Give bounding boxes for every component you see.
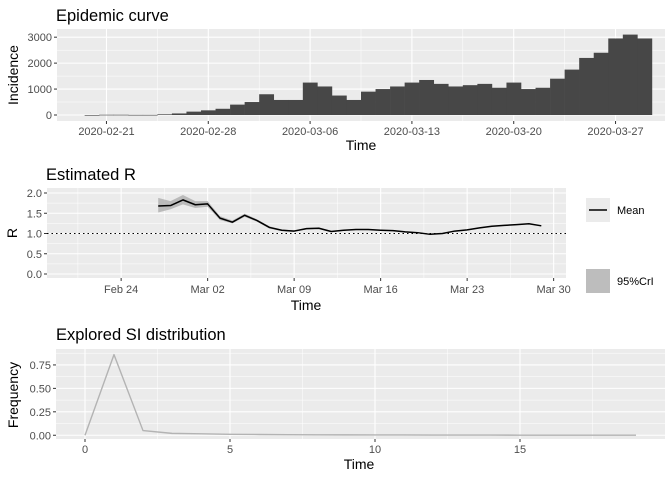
incidence-bar <box>201 110 216 115</box>
y-tick-label: 1.0 <box>27 229 42 241</box>
x-tick-label: 2020-02-28 <box>180 126 236 138</box>
x-tick-label: Feb 24 <box>104 284 138 296</box>
legend-crl-key <box>586 269 610 293</box>
x-tick-label: Mar 23 <box>450 284 484 296</box>
incidence-bar <box>230 104 245 115</box>
y-tick-label: 0 <box>46 110 52 122</box>
y-tick-label: 0.0 <box>27 269 42 281</box>
x-tick-label: 15 <box>514 444 526 456</box>
incidence-bar <box>171 113 187 115</box>
estimated-r-y-axis-title: R <box>4 228 20 238</box>
x-tick-label: 2020-03-13 <box>384 126 440 138</box>
incidence-bar <box>99 114 115 116</box>
x-tick-label: Mar 16 <box>364 284 398 296</box>
incidence-bar <box>186 111 202 115</box>
epidemic-curve-bars <box>84 34 653 116</box>
si-distribution-plot-area <box>56 349 665 439</box>
incidence-bar <box>550 78 565 115</box>
incidence-bar <box>84 115 100 116</box>
x-tick-label: Mar 02 <box>191 284 225 296</box>
epidemic-curve-y-ticks: 0 1000 2000 3000 <box>28 32 57 122</box>
epidemic-curve-y-axis-title: Incidence <box>5 45 21 105</box>
incidence-bar <box>579 57 595 115</box>
incidence-bar <box>491 87 507 115</box>
incidence-bar <box>390 86 405 115</box>
estimated-r-x-axis-title: Time <box>291 297 322 313</box>
incidence-bar <box>593 52 609 115</box>
incidence-bar <box>244 102 260 115</box>
si-distribution-panel: Explored SI distribution 0.00 0.25 0.50 0.7… <box>5 326 665 472</box>
si-distribution-x-axis-title: Time <box>344 456 375 472</box>
y-tick-label: 0.50 <box>30 383 51 395</box>
legend: Mean 95%CrI <box>586 198 654 293</box>
y-tick-label: 2000 <box>28 58 52 70</box>
x-tick-label: 2020-03-20 <box>486 126 542 138</box>
y-tick-label: 1000 <box>28 84 52 96</box>
incidence-bar <box>622 34 638 115</box>
incidence-bar <box>302 82 318 115</box>
incidence-bar <box>477 83 493 115</box>
incidence-bar <box>404 82 420 115</box>
si-distribution-line <box>84 353 636 436</box>
x-tick-label: 2020-02-21 <box>78 126 134 138</box>
incidence-bar <box>448 86 464 115</box>
y-tick-label: 0.75 <box>30 360 51 372</box>
legend-mean-label: Mean <box>617 205 645 217</box>
incidence-bar <box>157 114 173 115</box>
incidence-bar <box>637 38 653 115</box>
x-tick-label: 10 <box>369 444 381 456</box>
incidence-bar <box>521 89 536 115</box>
incidence-bar <box>433 83 449 115</box>
si-distribution-x-ticks: 0 5 10 15 <box>82 439 526 456</box>
y-tick-label: 0.5 <box>27 249 42 261</box>
incidence-bar <box>331 95 347 115</box>
si-distribution-title: Explored SI distribution <box>56 326 226 344</box>
incidence-bar <box>215 108 231 115</box>
epidemic-curve-x-axis-title: Time <box>346 137 377 153</box>
x-tick-label: Mar 09 <box>277 284 311 296</box>
incidence-bar <box>142 114 158 116</box>
incidence-bar <box>273 99 289 115</box>
x-tick-label: Mar 30 <box>537 284 571 296</box>
si-distribution-marks <box>84 353 636 436</box>
estimated-r-marks <box>47 195 566 236</box>
y-tick-label: 0.00 <box>30 430 51 442</box>
incidence-bar <box>317 86 333 115</box>
incidence-bar <box>506 82 522 115</box>
mean-line <box>158 199 542 236</box>
estimated-r-x-ticks: Feb 24 Mar 02 Mar 09 Mar 16 Mar 23 Mar 30 <box>104 278 571 296</box>
y-tick-label: 0.25 <box>30 407 51 419</box>
estimated-r-y-ticks: 0.0 0.5 1.0 1.5 2.0 <box>27 188 47 281</box>
incidence-bar <box>128 114 144 116</box>
epidemic-curve-title: Epidemic curve <box>56 7 169 25</box>
incidence-bar <box>113 114 129 116</box>
x-tick-label: 2020-03-27 <box>587 126 643 138</box>
epidemic-curve-x-ticks: 2020-02-21 2020-02-28 2020-03-06 2020-03-13… <box>78 121 644 138</box>
incidence-bar <box>346 99 362 115</box>
incidence-bar <box>535 87 551 115</box>
y-tick-label: 2.0 <box>27 188 42 200</box>
y-tick-label: 1.5 <box>27 208 42 220</box>
incidence-bar <box>419 79 435 115</box>
incidence-bar <box>259 94 275 115</box>
estimated-r-panel: Estimated R 0.0 0.5 1.0 1.5 2.0 Feb 24 Mar 02… <box>4 166 654 313</box>
legend-crl-label: 95%CrI <box>617 276 654 288</box>
incidence-bar <box>375 89 391 115</box>
y-tick-label: 3000 <box>28 32 52 44</box>
estimated-r-grid <box>47 188 566 278</box>
si-distribution-y-ticks: 0.00 0.25 0.50 0.75 <box>30 360 56 442</box>
incidence-bar <box>462 85 478 115</box>
incidence-bar <box>361 91 376 115</box>
si-distribution-y-axis-title: Frequency <box>5 362 21 428</box>
incidence-bar <box>288 99 304 115</box>
x-tick-label: 2020-03-06 <box>282 126 338 138</box>
incidence-bar <box>608 38 624 115</box>
x-tick-label: 5 <box>227 444 233 456</box>
x-tick-label: 0 <box>82 444 88 456</box>
incidence-bar <box>564 69 580 115</box>
estimated-r-title: Estimated R <box>46 166 136 184</box>
